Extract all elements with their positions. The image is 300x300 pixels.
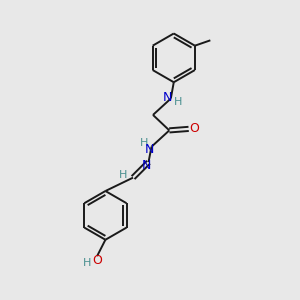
Text: N: N — [162, 92, 172, 104]
Text: H: H — [173, 97, 182, 107]
Text: H: H — [118, 170, 127, 180]
Text: H: H — [82, 258, 91, 268]
Text: O: O — [189, 122, 199, 135]
Text: O: O — [92, 254, 102, 267]
Text: N: N — [144, 142, 154, 156]
Text: N: N — [141, 159, 151, 172]
Text: H: H — [140, 138, 148, 148]
